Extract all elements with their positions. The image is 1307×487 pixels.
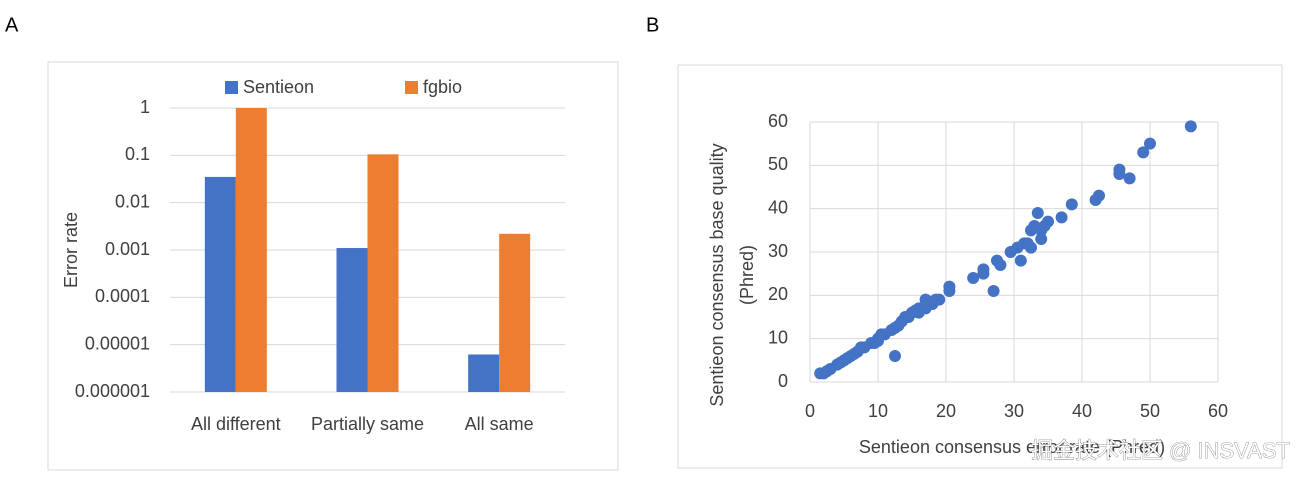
x-tick-label: 10 bbox=[868, 401, 888, 421]
y-axis-title: Sentieon consensus base quality bbox=[707, 143, 727, 406]
chart-b: 0 10 20 30 40 50 60 0 10 20 30 40 50 60 Sentieon conse… bbox=[707, 111, 1228, 457]
point bbox=[1014, 254, 1027, 267]
watermark: 掘金技术社区 @ INSVAST bbox=[1031, 438, 1290, 463]
chart-a: 0.000001 0.00001 0.0001 0.001 0.01 0.1 1 Error … bbox=[61, 77, 565, 434]
legend-label: fgbio bbox=[423, 77, 462, 97]
y-tick-label: 0.1 bbox=[125, 144, 150, 164]
point bbox=[1144, 137, 1156, 150]
point bbox=[1184, 120, 1197, 133]
point bbox=[987, 285, 1000, 297]
y-tick-label: 40 bbox=[768, 197, 788, 217]
y-tick-label: 0.0001 bbox=[95, 286, 150, 306]
y-tick-label: 0.01 bbox=[115, 191, 150, 211]
y-axis-title: Error rate bbox=[61, 212, 81, 288]
y-tick-label: 20 bbox=[768, 284, 788, 304]
x-tick-label: 0 bbox=[805, 401, 815, 421]
point bbox=[967, 272, 980, 284]
y-tick-label: 0.000001 bbox=[75, 381, 150, 401]
panel-frame bbox=[47, 61, 619, 471]
point bbox=[977, 263, 990, 276]
legend-label: Sentieon bbox=[243, 77, 314, 97]
point bbox=[994, 259, 1007, 271]
x-tick-label: All different bbox=[191, 414, 281, 434]
point bbox=[889, 350, 901, 362]
x-tick-label: Partially same bbox=[311, 414, 424, 434]
point bbox=[1123, 172, 1136, 185]
y-axis-title: (Phred) bbox=[737, 245, 757, 305]
point bbox=[1137, 146, 1150, 159]
bar bbox=[499, 233, 531, 392]
point bbox=[1093, 189, 1105, 202]
panel-label: B bbox=[646, 14, 659, 36]
panel-label: A bbox=[5, 14, 19, 36]
bar bbox=[235, 108, 267, 392]
x-axis-title: Sentieon consensus error rate (Phred) bbox=[859, 437, 1165, 457]
bar bbox=[468, 354, 500, 392]
y-tick-label: 30 bbox=[768, 241, 788, 261]
point bbox=[1025, 241, 1037, 254]
point bbox=[1055, 211, 1068, 224]
y-tick-label: 0.001 bbox=[105, 239, 150, 259]
point bbox=[1031, 207, 1044, 219]
x-tick-label: 20 bbox=[936, 401, 956, 421]
point bbox=[943, 280, 956, 293]
point bbox=[1035, 233, 1048, 245]
y-tick-label: 50 bbox=[768, 154, 788, 174]
point bbox=[1065, 198, 1078, 211]
y-tick-label: 0.00001 bbox=[85, 333, 150, 353]
legend-swatch bbox=[405, 81, 418, 94]
y-tick-label: 60 bbox=[768, 111, 788, 131]
x-tick-label: 50 bbox=[1140, 401, 1160, 421]
point bbox=[1113, 168, 1126, 180]
y-tick-label: 1 bbox=[140, 97, 150, 117]
x-tick-label: 30 bbox=[1004, 401, 1024, 421]
bar bbox=[204, 176, 236, 392]
point bbox=[933, 293, 946, 306]
y-tick-label: 0 bbox=[778, 371, 788, 391]
legend-swatch bbox=[225, 81, 238, 94]
bar bbox=[336, 248, 368, 392]
bar bbox=[367, 154, 399, 392]
point bbox=[1042, 215, 1054, 228]
y-tick-label: 10 bbox=[768, 327, 788, 347]
x-tick-label: 40 bbox=[1072, 401, 1092, 421]
x-tick-label: 60 bbox=[1208, 401, 1228, 421]
x-tick-label: All same bbox=[465, 414, 534, 434]
